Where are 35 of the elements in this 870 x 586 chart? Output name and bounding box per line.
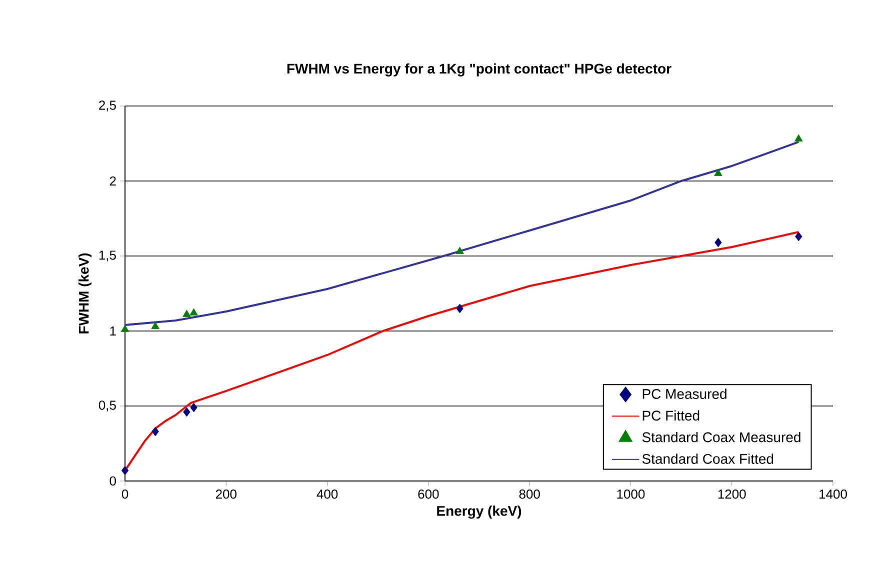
x-tick-label: 400 <box>316 490 338 499</box>
chart-title: FWHM vs Energy for a 1Kg "point contact" HPGe detector <box>287 63 672 76</box>
legend-label: PC Fitted <box>642 410 700 421</box>
y-tick-label: 0 <box>110 476 116 486</box>
y-tick-label: 1,5 <box>99 250 116 262</box>
point <box>182 310 191 317</box>
point <box>151 322 160 329</box>
x-tick-label: 1000 <box>617 490 645 499</box>
y-tick-label: 2,5 <box>99 100 116 112</box>
point <box>456 246 464 254</box>
legend-label: PC Measured <box>642 388 726 399</box>
y-tick-label: 2 <box>110 176 116 186</box>
y-tick-label: 0,5 <box>98 400 116 412</box>
y-axis-title: FWHM (keV) <box>78 253 92 334</box>
legend-label: Standard Coax Measured <box>642 432 800 442</box>
point <box>190 308 198 316</box>
point <box>120 324 130 332</box>
legend-label: Standard Coax Fitted <box>642 454 774 464</box>
x-tick-label: 1400 <box>820 490 847 499</box>
x-tick-label: 0 <box>122 490 128 499</box>
x-axis-title: Energy (keV) <box>437 506 522 519</box>
point <box>714 238 722 248</box>
y-tick-label: 1 <box>110 326 116 336</box>
point <box>183 407 190 417</box>
point <box>795 232 802 242</box>
point <box>714 168 722 176</box>
point <box>190 402 198 412</box>
x-tick-label: 600 <box>418 490 439 499</box>
x-tick-label: 1200 <box>718 490 746 499</box>
point <box>794 134 803 142</box>
point <box>456 304 464 314</box>
point <box>152 426 159 436</box>
x-tick-label: 200 <box>216 490 236 499</box>
x-tick-label: 800 <box>519 490 540 499</box>
point <box>121 466 129 476</box>
